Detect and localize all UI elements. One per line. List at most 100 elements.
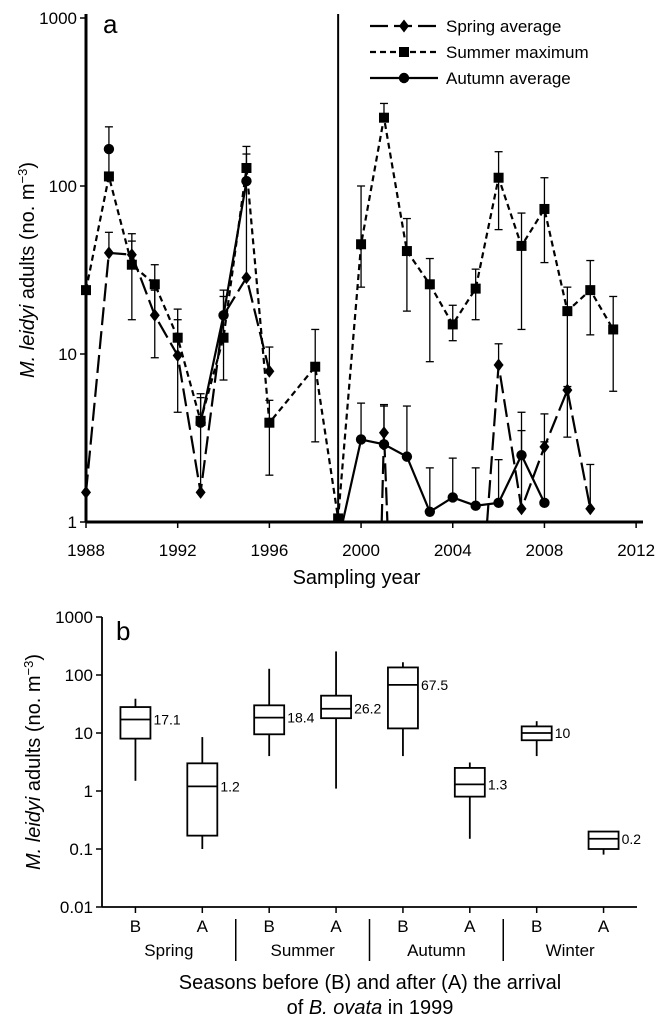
- x-tick-label: 2008: [526, 541, 564, 560]
- data-point: [310, 361, 321, 372]
- box-autumn-a: 1.3: [453, 762, 508, 839]
- box-summer-b: 18.4: [253, 668, 315, 757]
- box-body: [587, 830, 620, 850]
- y-tick-label: 0.01: [60, 898, 93, 917]
- season-label: Winter: [546, 941, 595, 960]
- median-label: 1.2: [220, 778, 240, 794]
- median-label: 18.4: [287, 710, 314, 726]
- ylabel-close: ): [23, 654, 45, 661]
- median-label: 17.1: [153, 711, 180, 727]
- data-point: [401, 246, 412, 257]
- legend-marker: [399, 19, 409, 33]
- median-label: 67.5: [421, 677, 448, 693]
- data-point: [401, 451, 413, 462]
- data-point: [264, 417, 275, 428]
- x-tick-label: 1988: [67, 541, 105, 560]
- x-axis-label-line2: of B. ovata in 1999: [287, 997, 454, 1019]
- y-tick-label: 100: [49, 177, 77, 196]
- box-category-label: A: [197, 917, 209, 936]
- legend-entry: Autumn average: [446, 69, 571, 88]
- data-point: [562, 306, 573, 317]
- series-line: [341, 438, 546, 523]
- data-point: [356, 239, 367, 250]
- data-point: [218, 332, 229, 343]
- box-summer-a: 26.2: [320, 651, 382, 789]
- data-point: [264, 364, 275, 378]
- data-point: [241, 175, 252, 187]
- data-point: [103, 171, 114, 182]
- xlabel-species: B. ovata: [309, 997, 382, 1019]
- data-point: [241, 271, 252, 285]
- y-tick-label: 0.1: [69, 840, 93, 859]
- panel-label: b: [116, 616, 130, 646]
- xlabel-prefix: of: [287, 997, 309, 1019]
- y-tick-label: 10: [74, 724, 93, 743]
- data-point: [470, 283, 481, 294]
- ylabel-exponent: −3: [15, 169, 30, 184]
- median-label: 10: [555, 725, 571, 741]
- box-category-label: B: [264, 917, 275, 936]
- y-axis-label: M. leidyi adults (no. m−3): [15, 162, 39, 378]
- series-summer-maximum: [81, 102, 619, 524]
- box-body: [453, 767, 486, 798]
- data-point: [378, 112, 389, 123]
- box-category-label: A: [330, 917, 342, 936]
- y-tick-label: 1000: [55, 608, 93, 627]
- box-autumn-b: 67.5: [387, 662, 448, 757]
- data-point: [493, 358, 504, 372]
- median-label: 0.2: [622, 831, 642, 847]
- panel-a-line-chart: 1 10 100 1000 1988 1992 1996 2000 2004 2008 2012 Sa…: [15, 9, 655, 589]
- legend-entry: Spring average: [446, 17, 561, 36]
- box-category-label: B: [397, 917, 408, 936]
- legend-entry: Summer maximum: [446, 43, 589, 62]
- data-point: [447, 492, 458, 503]
- legend: Spring average Summer maximum Autumn avera…: [370, 17, 589, 88]
- data-point: [195, 417, 206, 428]
- xlabel-suffix: in 1999: [382, 997, 453, 1019]
- y-tick-label: 1000: [39, 9, 77, 28]
- ylabel-species: M. leidyi: [23, 796, 45, 870]
- panel-label: a: [103, 9, 118, 39]
- ylabel-species: M. leidyi: [17, 304, 39, 378]
- legend-marker: [399, 47, 409, 57]
- data-point: [355, 434, 367, 445]
- legend-marker: [398, 72, 410, 84]
- box-category-label: B: [531, 917, 542, 936]
- ylabel-units: adults (no. m: [17, 183, 39, 304]
- data-point: [516, 502, 527, 516]
- box-body: [320, 694, 352, 720]
- data-point: [539, 203, 550, 214]
- data-point: [195, 485, 206, 499]
- data-point: [172, 332, 183, 343]
- data-point: [516, 449, 527, 461]
- season-label: Spring: [144, 941, 193, 960]
- box-spring-a: 1.2: [186, 737, 240, 849]
- x-tick-label: 1996: [250, 541, 288, 560]
- y-axis-label: M. leidyi adults (no. m−3): [21, 654, 45, 870]
- data-point: [241, 162, 252, 173]
- data-point: [424, 279, 435, 290]
- data-point: [608, 324, 619, 335]
- season-label: Summer: [271, 941, 336, 960]
- x-axis-label-line1: Seasons before (B) and after (A) the arr…: [179, 972, 561, 994]
- data-point: [585, 285, 596, 296]
- data-point: [516, 240, 527, 251]
- median-label: 1.3: [488, 776, 508, 792]
- box-body: [253, 704, 286, 736]
- ylabel-units: adults (no. m: [23, 675, 45, 796]
- data-point: [378, 439, 390, 450]
- box-winter-b: 10: [520, 721, 571, 757]
- box-category-label: A: [464, 917, 476, 936]
- series-line: [84, 117, 615, 519]
- box-category-label: A: [598, 917, 610, 936]
- season-label: Autumn: [407, 941, 466, 960]
- data-point: [493, 172, 504, 183]
- series-autumn-average: [103, 143, 550, 523]
- data-point: [585, 502, 596, 516]
- data-point: [218, 310, 229, 321]
- data-point: [103, 143, 115, 155]
- y-tick-label: 10: [58, 345, 77, 364]
- data-point: [126, 259, 137, 270]
- box-body: [387, 666, 419, 730]
